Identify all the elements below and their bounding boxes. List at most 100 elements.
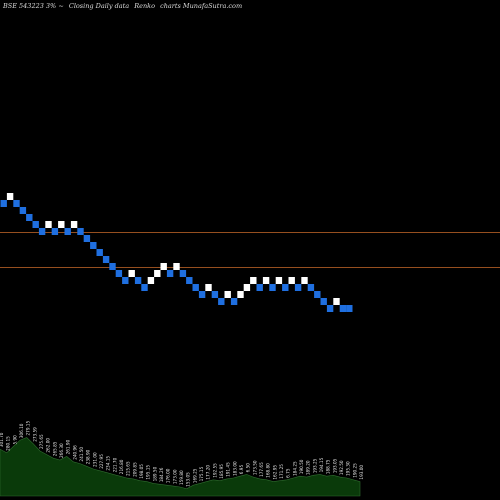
- renko-brick: [282, 284, 289, 291]
- renko-brick: [26, 214, 33, 221]
- renko-brick: [51, 228, 59, 235]
- renko-brick: [243, 284, 251, 291]
- volume-label: 194.15: [319, 457, 324, 472]
- renko-brick: [122, 277, 129, 284]
- volume-label: 6.75: [286, 468, 291, 478]
- volume-label: 262.00: [46, 438, 51, 453]
- renko-brick: [346, 305, 353, 312]
- volume-label: 189.50: [152, 466, 157, 481]
- volume-label: 6.50: [246, 463, 251, 473]
- renko-bricks: [0, 193, 353, 312]
- volume-label: 173.00: [172, 469, 177, 484]
- volume-label: 280.15: [6, 436, 11, 451]
- renko-brick: [58, 221, 65, 228]
- renko-brick: [19, 207, 27, 214]
- volume-label: 176.00: [166, 468, 171, 483]
- volume-label: 306.10: [19, 423, 24, 438]
- volume-label: 221.70: [112, 457, 117, 472]
- volume-label: 195.30: [346, 461, 351, 476]
- renko-brick: [102, 256, 110, 263]
- volume-label: 177.65: [259, 462, 264, 477]
- volume-label: 159.80: [179, 470, 184, 485]
- volume-label: 162.95: [272, 465, 277, 480]
- volume-label: 198.05: [139, 464, 144, 479]
- volume-label: 231.00: [92, 452, 97, 467]
- renko-brick: [77, 228, 84, 235]
- volume-label: 184.25: [292, 461, 297, 476]
- volume-label: 6.95: [239, 465, 244, 475]
- volume-label: 240.96: [72, 445, 77, 460]
- volume-area-shape: [0, 437, 361, 497]
- renko-brick: [237, 291, 244, 298]
- renko-brick: [192, 284, 199, 291]
- renko-brick: [13, 200, 20, 207]
- renko-brick: [96, 249, 103, 256]
- volume-label: 173.50: [252, 460, 257, 475]
- volume-label: 216.80: [119, 459, 124, 474]
- renko-brick: [211, 291, 219, 298]
- volume-label: 261.90: [66, 439, 71, 454]
- volume-label: 189.20: [306, 460, 311, 475]
- volume-label: 266.30: [59, 443, 64, 458]
- renko-brick: [64, 228, 71, 235]
- renko-brick: [314, 291, 321, 298]
- renko-brick: [307, 284, 315, 291]
- renko-brick: [320, 298, 327, 305]
- renko-brick: [128, 270, 135, 277]
- renko-brick: [38, 228, 46, 235]
- volume-label: 190.25: [352, 463, 357, 478]
- chart-header: BSE 543223 3% ~ Closing Daily data Renko…: [2, 2, 242, 10]
- renko-brick: [109, 263, 116, 270]
- renko-brick: [205, 284, 212, 291]
- renko-brick: [160, 263, 167, 270]
- volume-label: 183.00: [232, 461, 237, 476]
- volume-area: [0, 437, 361, 497]
- renko-brick: [288, 277, 295, 284]
- renko-brick: [218, 298, 225, 305]
- volume-label: 153.05: [186, 472, 191, 487]
- volume-label: 5.90: [12, 435, 17, 445]
- renko-brick: [90, 242, 97, 249]
- volume-label: 227.95: [99, 454, 104, 469]
- header-source: charts MunafaSutra.com: [160, 2, 242, 10]
- volume-label: 192.50: [339, 460, 344, 475]
- volume-label: 195.15: [146, 465, 151, 480]
- volume-label: 188.75: [326, 459, 331, 474]
- volume-label: 273.59: [32, 427, 37, 442]
- renko-brick: [70, 221, 78, 228]
- renko-brick: [147, 277, 155, 284]
- volume-label: 301.70: [0, 432, 4, 447]
- renko-brick: [32, 221, 39, 228]
- volume-label: 234.15: [106, 456, 111, 471]
- header-description: Closing Daily data: [69, 2, 129, 10]
- renko-brick: [333, 298, 340, 305]
- volume-label: 184.26: [159, 467, 164, 482]
- volume-label: 192.55: [212, 463, 217, 478]
- renko-brick: [141, 284, 148, 291]
- renko-brick: [230, 298, 238, 305]
- renko-brick: [6, 193, 14, 200]
- renko-brick: [294, 284, 302, 291]
- volume-label: 177.20: [206, 465, 211, 480]
- volume-label: 275.65: [39, 434, 44, 449]
- volume-label: 193.25: [312, 458, 317, 473]
- volume-label: 190.50: [299, 459, 304, 474]
- volume-label: 175.15: [199, 466, 204, 481]
- header-chart-kind: Renko: [133, 2, 155, 10]
- renko-brick: [198, 291, 206, 298]
- renko-brick: [275, 277, 283, 284]
- volume-label: 169.25: [192, 468, 197, 483]
- volume-label: 171.25: [279, 464, 284, 479]
- volume-label: 185.95: [219, 464, 224, 479]
- renko-brick: [224, 291, 231, 298]
- renko-brick: [339, 305, 347, 312]
- volume-label: 265.85: [52, 441, 57, 456]
- volume-label: 168.80: [266, 463, 271, 478]
- renko-brick: [0, 200, 7, 207]
- renko-brick: [262, 277, 270, 284]
- volume-label: 193.00: [359, 465, 364, 480]
- volume-label: 279.15: [26, 421, 31, 436]
- renko-brick: [301, 277, 308, 284]
- volume-label: 191.45: [226, 462, 231, 477]
